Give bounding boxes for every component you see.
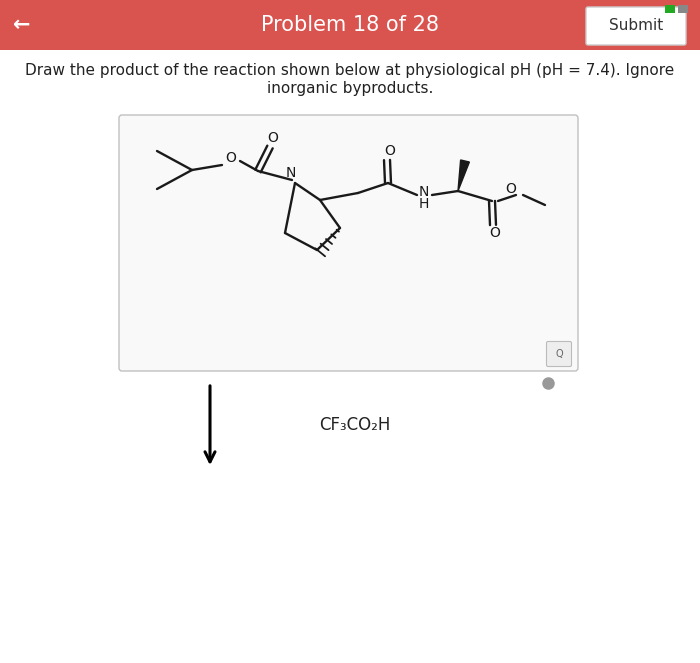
Text: O: O <box>225 151 237 165</box>
Text: CF₃CO₂H: CF₃CO₂H <box>319 416 391 434</box>
Polygon shape <box>458 160 470 191</box>
Bar <box>665 5 675 13</box>
Bar <box>678 5 688 13</box>
Text: O: O <box>267 131 279 145</box>
Text: Problem 18 of 28: Problem 18 of 28 <box>261 15 439 35</box>
Text: O: O <box>384 144 395 158</box>
FancyBboxPatch shape <box>119 115 578 371</box>
Text: O: O <box>505 182 517 196</box>
FancyBboxPatch shape <box>547 341 571 367</box>
Text: N: N <box>286 166 296 180</box>
Bar <box>0 0 700 50</box>
Text: inorganic byproducts.: inorganic byproducts. <box>267 80 433 95</box>
Text: Draw the product of the reaction shown below at physiological pH (pH = 7.4). Ign: Draw the product of the reaction shown b… <box>25 62 675 78</box>
Text: H: H <box>419 197 429 211</box>
Text: O: O <box>489 226 500 240</box>
Text: N: N <box>419 185 429 199</box>
Text: Submit: Submit <box>609 17 663 32</box>
Text: ←: ← <box>13 15 31 35</box>
Text: Q: Q <box>555 349 563 359</box>
FancyBboxPatch shape <box>586 7 686 45</box>
